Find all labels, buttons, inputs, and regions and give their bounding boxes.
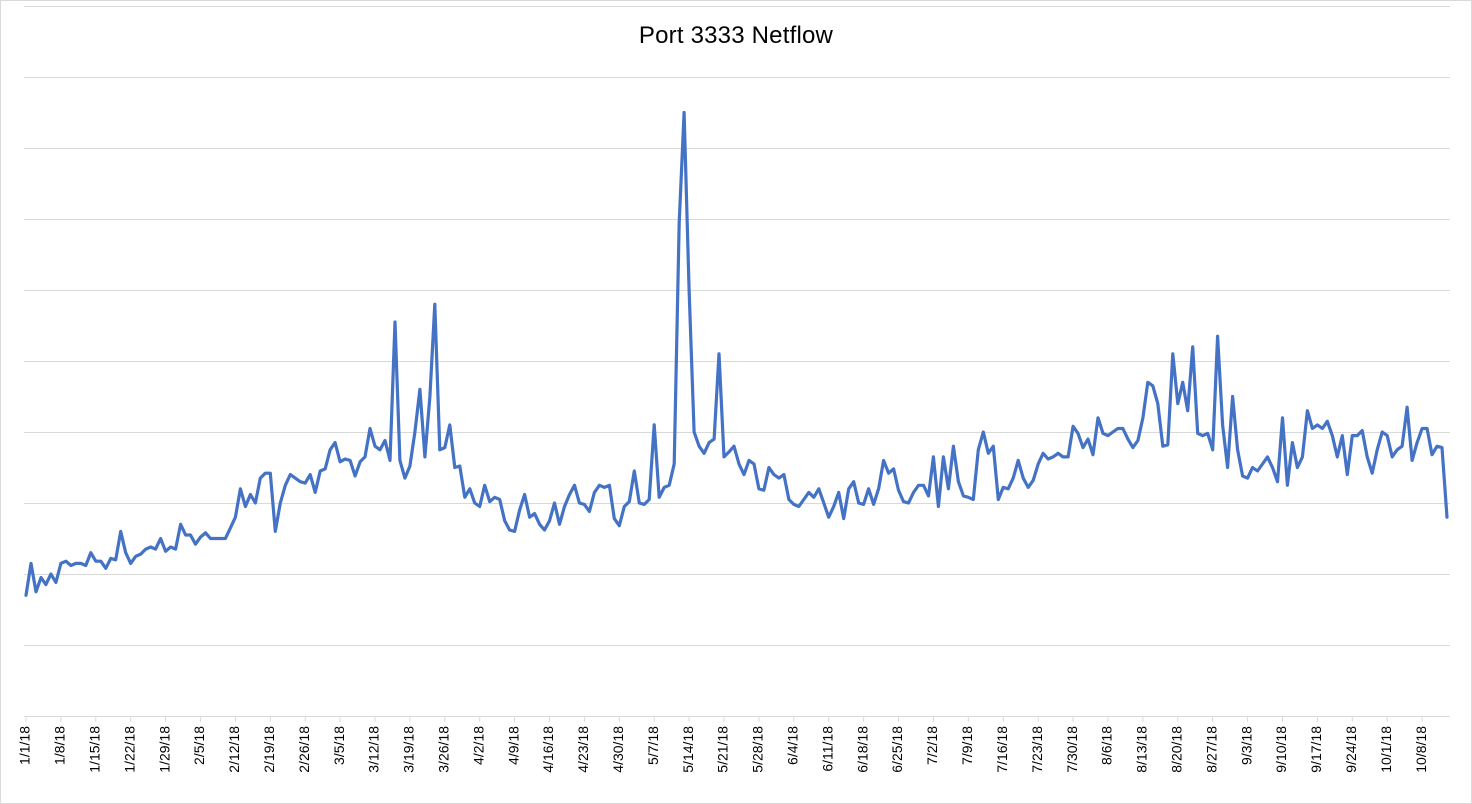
series-layer — [24, 110, 1449, 597]
x-tick-label: 2/12/18 — [226, 726, 242, 773]
x-tick-label: 5/7/18 — [645, 726, 661, 765]
x-tick-label: 3/26/18 — [436, 726, 452, 773]
x-tick-label: 7/2/18 — [924, 726, 940, 765]
x-tick-label: 9/17/18 — [1308, 726, 1324, 773]
x-tick-label: 6/4/18 — [785, 726, 801, 765]
x-tick-label: 5/14/18 — [680, 726, 696, 773]
x-tick-label: 8/6/18 — [1099, 726, 1115, 765]
x-tick-label: 5/21/18 — [715, 726, 731, 773]
x-tick-label: 10/1/18 — [1378, 726, 1394, 773]
x-tick-label: 4/16/18 — [540, 726, 556, 773]
x-tick-label: 1/29/18 — [156, 726, 172, 773]
series-line — [24, 110, 1449, 597]
x-tick-label: 9/10/18 — [1273, 726, 1289, 773]
x-tick-label: 10/8/18 — [1413, 726, 1429, 773]
x-tick-label: 2/19/18 — [261, 726, 277, 773]
x-tick-label: 8/27/18 — [1203, 726, 1219, 773]
x-tick-label: 4/9/18 — [505, 726, 521, 765]
x-tick-label: 6/18/18 — [854, 726, 870, 773]
x-tick-label: 4/2/18 — [470, 726, 486, 765]
x-tick-label: 7/9/18 — [959, 726, 975, 765]
chart-title: Port 3333 Netflow — [638, 22, 834, 49]
x-tick-label: 2/26/18 — [296, 726, 312, 773]
x-tick-label: 2/5/18 — [191, 726, 207, 765]
x-tick-label: 1/15/18 — [87, 726, 103, 773]
x-axis: 1/1/18 1/8/18 1/15/18 1/22/18 1/29/18 2/5/18 2… — [17, 716, 1450, 773]
x-tick-label: 7/16/18 — [994, 726, 1010, 773]
x-tick-label: 5/28/18 — [750, 726, 766, 773]
x-tick-label: 9/24/18 — [1343, 726, 1359, 773]
x-tick-label: 8/13/18 — [1134, 726, 1150, 773]
x-tick-label: 9/3/18 — [1238, 726, 1254, 765]
x-tick-label: 6/11/18 — [819, 726, 835, 772]
x-tick-label: 3/19/18 — [401, 726, 417, 773]
x-tick-label: 8/20/18 — [1168, 726, 1184, 773]
x-tick-label: 1/1/18 — [17, 726, 33, 765]
x-tick-label: 3/12/18 — [366, 726, 382, 773]
x-tick-label: 1/22/18 — [121, 726, 137, 773]
x-tick-label: 7/23/18 — [1029, 726, 1045, 773]
x-tick-label: 1/8/18 — [52, 726, 68, 765]
gridlines — [24, 6, 1450, 646]
x-tick-label: 4/23/18 — [575, 726, 591, 773]
x-tick-label: 6/25/18 — [889, 726, 905, 773]
x-tick-label: 4/30/18 — [610, 726, 626, 773]
x-tick-label: 7/30/18 — [1064, 726, 1080, 773]
x-tick-label: 3/5/18 — [331, 726, 347, 765]
